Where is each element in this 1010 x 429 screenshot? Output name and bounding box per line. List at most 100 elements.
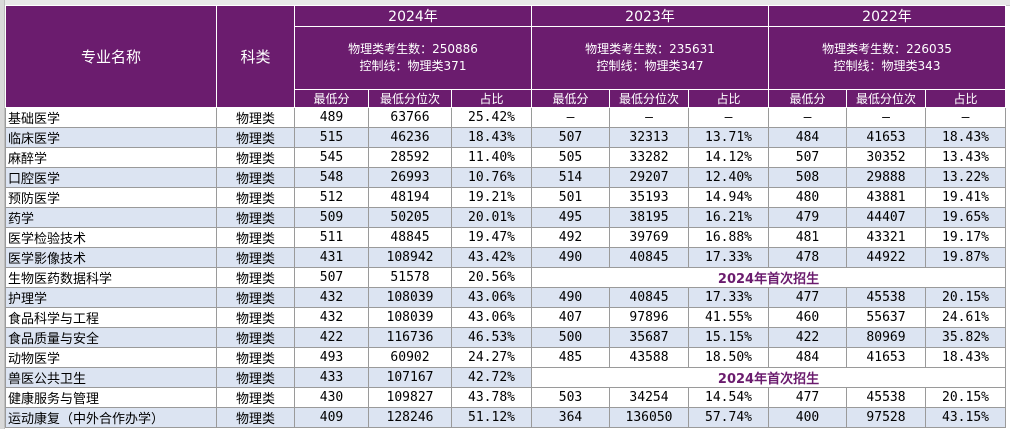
admission-score-table: 专业名称 科类 2024年 2023年 2022年 物理类考生数：250886 …: [5, 5, 1006, 428]
category-cell: 物理类: [216, 187, 295, 208]
min-rank-cell: 116736: [368, 327, 452, 348]
year-header-2024: 2024年: [294, 5, 532, 27]
min-rank-cell: 128246: [368, 407, 452, 428]
major-name-cell: 食品科学与工程: [5, 307, 217, 328]
min-rank-cell: 48194: [368, 187, 452, 208]
major-name-cell: 健康服务与管理: [5, 387, 217, 408]
min-rank-cell: 108942: [368, 247, 452, 268]
ratio-cell: 43.06%: [451, 307, 532, 328]
category-cell: 物理类: [216, 127, 295, 148]
min-rank-cell: 43321: [846, 227, 926, 248]
ratio-cell: 19.17%: [925, 227, 1006, 248]
ratio-header: 占比: [688, 89, 769, 108]
ratio-cell: 35.82%: [925, 327, 1006, 348]
ratio-cell: 17.33%: [688, 247, 769, 268]
min-score-cell: 422: [294, 327, 369, 348]
min-rank-cell: 63766: [368, 107, 452, 128]
min-rank-cell: —: [609, 107, 689, 128]
min-rank-header: 最低分位次: [846, 89, 926, 108]
ratio-cell: 18.43%: [925, 347, 1006, 368]
min-score-cell: 477: [768, 387, 847, 408]
ratio-cell: 13.22%: [925, 167, 1006, 188]
min-rank-cell: 30352: [846, 147, 926, 168]
min-rank-cell: 136050: [609, 407, 689, 428]
ratio-cell: —: [688, 107, 769, 128]
min-rank-cell: 108039: [368, 307, 452, 328]
ratio-cell: 43.78%: [451, 387, 532, 408]
table-row: 食品科学与工程 物理类 432 108039 43.06% 407 97896 41.55% 4…: [5, 307, 1006, 328]
min-rank-cell: 97528: [846, 407, 926, 428]
min-rank-cell: 29207: [609, 167, 689, 188]
ratio-cell: 19.87%: [925, 247, 1006, 268]
category-cell: 物理类: [216, 407, 295, 428]
min-rank-cell: 35193: [609, 187, 689, 208]
ratio-cell: 20.15%: [925, 387, 1006, 408]
table-row: 基础医学 物理类 489 63766 25.42% — — — — — —: [5, 107, 1006, 128]
major-name-cell: 预防医学: [5, 187, 217, 208]
min-score-cell: 430: [294, 387, 369, 408]
ratio-cell: 42.72%: [451, 367, 532, 388]
min-score-cell: 364: [531, 407, 610, 428]
ratio-cell: 20.56%: [451, 267, 532, 288]
ratio-cell: 16.88%: [688, 227, 769, 248]
major-name-cell: 运动康复（中外合作办学）: [5, 407, 217, 428]
major-name-cell: 医学检验技术: [5, 227, 217, 248]
ratio-cell: 24.61%: [925, 307, 1006, 328]
min-score-cell: 500: [531, 327, 610, 348]
table-row: 预防医学 物理类 512 48194 19.21% 501 35193 14.94% 480 43…: [5, 187, 1006, 208]
row-header-strip: [0, 0, 5, 429]
major-name-cell: 基础医学: [5, 107, 217, 128]
examinee-count: 物理类考生数：235631: [585, 42, 715, 56]
category-cell: 物理类: [216, 287, 295, 308]
category-cell: 物理类: [216, 387, 295, 408]
category-cell: 物理类: [216, 247, 295, 268]
first-enrollment-note: 2024年首次招生: [531, 367, 1006, 388]
min-score-cell: 507: [531, 127, 610, 148]
min-score-cell: 492: [531, 227, 610, 248]
major-name-cell: 生物医药数据科学: [5, 267, 217, 288]
control-line: 控制线：物理类347: [596, 59, 704, 73]
min-score-cell: 507: [294, 267, 369, 288]
min-score-cell: 409: [294, 407, 369, 428]
ratio-cell: —: [925, 107, 1006, 128]
ratio-cell: 11.40%: [451, 147, 532, 168]
min-rank-cell: 97896: [609, 307, 689, 328]
min-score-cell: 460: [768, 307, 847, 328]
min-score-cell: 433: [294, 367, 369, 388]
min-rank-cell: 40845: [609, 247, 689, 268]
table-row: 健康服务与管理 物理类 430 109827 43.78% 503 34254 14.54% 4…: [5, 387, 1006, 408]
ratio-cell: 14.54%: [688, 387, 769, 408]
table-row: 动物医学 物理类 493 60902 24.27% 485 43588 18.50% 484 41…: [5, 347, 1006, 368]
min-rank-cell: 41653: [846, 347, 926, 368]
category-cell: 物理类: [216, 327, 295, 348]
table-row: 临床医学 物理类 515 46236 18.43% 507 32313 13.71% 484 41…: [5, 127, 1006, 148]
table-row: 运动康复（中外合作办学） 物理类 409 128246 51.12% 364 136050 5…: [5, 407, 1006, 428]
year-info-2023: 物理类考生数：235631 控制线：物理类347: [531, 26, 769, 90]
table-row: 护理学 物理类 432 108039 43.06% 490 40845 17.33% 477 45…: [5, 287, 1006, 308]
ratio-cell: 16.21%: [688, 207, 769, 228]
min-score-cell: 422: [768, 327, 847, 348]
ratio-cell: 19.41%: [925, 187, 1006, 208]
min-score-cell: —: [531, 107, 610, 128]
min-score-cell: 493: [294, 347, 369, 368]
ratio-header: 占比: [451, 89, 532, 108]
min-rank-cell: 43588: [609, 347, 689, 368]
ratio-cell: 14.94%: [688, 187, 769, 208]
category-cell: 物理类: [216, 267, 295, 288]
ratio-cell: 19.47%: [451, 227, 532, 248]
min-score-cell: 505: [531, 147, 610, 168]
table-header: 专业名称 科类 2024年 2023年 2022年 物理类考生数：250886 …: [5, 5, 1006, 108]
min-score-cell: —: [768, 107, 847, 128]
min-rank-cell: 107167: [368, 367, 452, 388]
min-rank-cell: 45538: [846, 287, 926, 308]
min-rank-cell: 35687: [609, 327, 689, 348]
ratio-cell: 18.50%: [688, 347, 769, 368]
min-score-cell: 478: [768, 247, 847, 268]
major-name-cell: 口腔医学: [5, 167, 217, 188]
min-rank-cell: 32313: [609, 127, 689, 148]
min-score-cell: 400: [768, 407, 847, 428]
min-score-cell: 503: [531, 387, 610, 408]
examinee-count: 物理类考生数：226035: [822, 42, 952, 56]
ratio-cell: 14.12%: [688, 147, 769, 168]
category-cell: 物理类: [216, 207, 295, 228]
